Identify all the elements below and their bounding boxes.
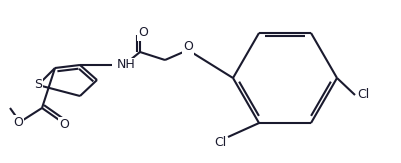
Text: O: O <box>13 116 23 128</box>
Text: Cl: Cl <box>357 89 369 102</box>
Text: NH: NH <box>117 59 136 72</box>
Text: O: O <box>138 27 148 39</box>
Text: O: O <box>183 40 193 53</box>
Text: S: S <box>34 79 42 91</box>
Text: O: O <box>59 118 69 131</box>
Text: Cl: Cl <box>214 135 226 148</box>
